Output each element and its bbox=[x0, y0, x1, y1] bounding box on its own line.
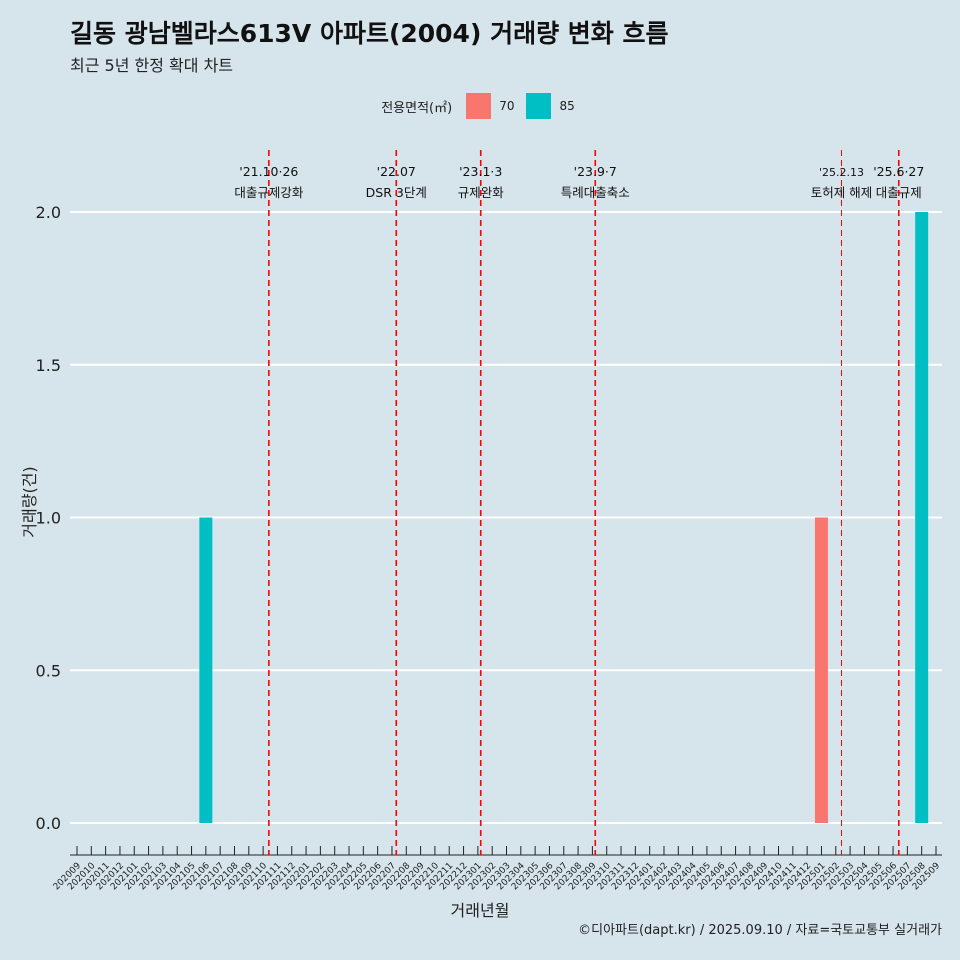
chart-subtitle: 최근 5년 한정 확대 차트 bbox=[70, 56, 234, 75]
legend: 전용면적(㎡) 70 85 bbox=[0, 93, 960, 119]
bar-70-202501 bbox=[814, 517, 828, 823]
legend-label-85: 85 bbox=[559, 99, 575, 113]
y-tick-label: 1.0 bbox=[36, 509, 61, 528]
chart-title: 길동 광남벨라스613V 아파트(2004) 거래량 변화 흐름 bbox=[70, 19, 669, 48]
legend-swatch-85 bbox=[526, 93, 552, 119]
legend-swatch-70 bbox=[466, 93, 492, 119]
y-tick-label: 2.0 bbox=[36, 203, 61, 222]
bar-85-202508 bbox=[915, 212, 929, 823]
y-tick-label: 0.0 bbox=[36, 814, 61, 833]
x-axis-label: 거래년월 bbox=[450, 901, 510, 920]
event-date: '23.1·3 bbox=[459, 164, 502, 179]
event-date: '25.6·27 bbox=[873, 164, 924, 179]
bar-85-202106 bbox=[199, 517, 213, 823]
source-caption: ©디아파트(dapt.kr) / 2025.09.10 / 자료=국토교통부 실… bbox=[578, 923, 942, 938]
event-label: 규제완화 bbox=[458, 185, 505, 200]
event-label: DSR 3단계 bbox=[366, 185, 427, 200]
event-date: '25.2.13 bbox=[819, 166, 864, 179]
event-date: '23.9·7 bbox=[574, 164, 617, 179]
event-date: '22.07 bbox=[377, 164, 416, 179]
y-tick-label: 0.5 bbox=[36, 661, 61, 680]
event-label: 대출규제 bbox=[876, 185, 922, 200]
y-axis-label: 거래량(건) bbox=[20, 466, 39, 538]
legend-title: 전용면적(㎡) bbox=[381, 100, 453, 116]
y-tick-label: 1.5 bbox=[36, 356, 61, 375]
legend-label-70: 70 bbox=[499, 99, 515, 113]
event-date: '21.10·26 bbox=[239, 164, 298, 179]
event-label: 토허제 해제 bbox=[811, 185, 872, 200]
event-label: 대출규제강화 bbox=[234, 185, 304, 200]
event-label: 특례대출축소 bbox=[561, 185, 630, 200]
